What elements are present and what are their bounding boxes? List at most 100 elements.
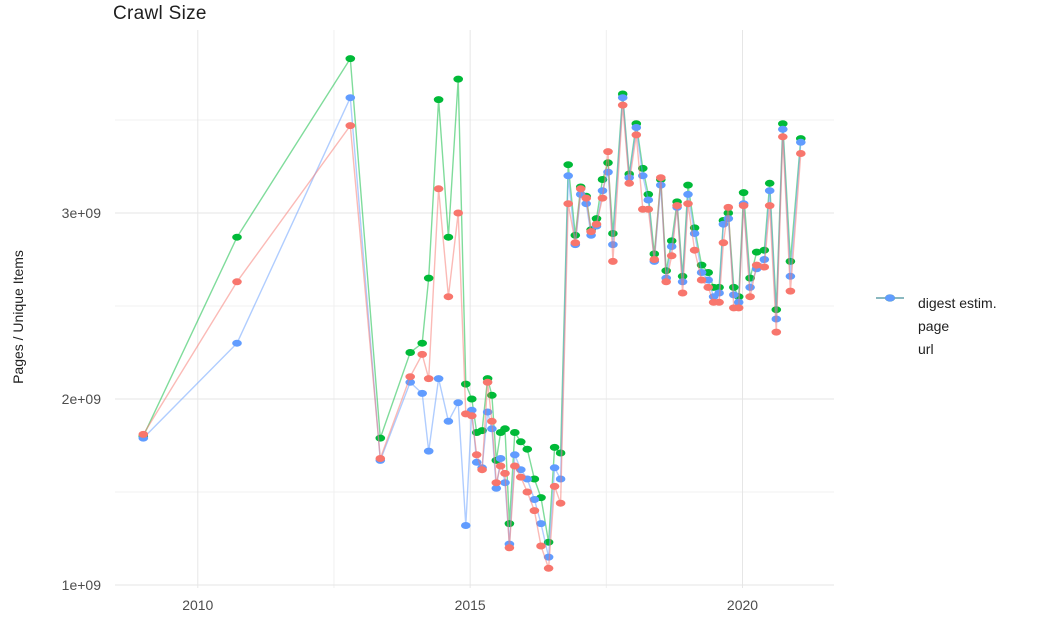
- data-point: [778, 125, 788, 133]
- series-line-digest-estim-: [142, 105, 802, 569]
- data-point: [417, 350, 428, 358]
- data-point: [345, 94, 356, 102]
- data-point: [643, 190, 654, 198]
- data-point: [661, 278, 671, 286]
- data-point: [643, 205, 654, 213]
- data-point: [586, 228, 596, 236]
- data-point: [666, 243, 677, 250]
- data-point: [738, 189, 749, 197]
- data-point: [491, 484, 502, 492]
- data-point: [764, 179, 775, 187]
- data-point: [723, 203, 734, 211]
- data-point: [536, 520, 546, 528]
- data-point: [491, 479, 502, 487]
- data-point: [417, 339, 428, 347]
- data-point: [482, 378, 493, 386]
- data-point: [759, 263, 770, 271]
- data-point: [656, 174, 666, 182]
- data-point: [608, 257, 618, 265]
- data-point: [516, 473, 526, 481]
- legend-item-url: url: [875, 294, 997, 360]
- data-point: [500, 469, 510, 477]
- data-point: [543, 564, 554, 572]
- series-line-page: [142, 56, 802, 543]
- data-point: [796, 150, 806, 157]
- data-point: [453, 75, 464, 83]
- data-point: [638, 164, 648, 172]
- data-point: [597, 187, 608, 195]
- data-point: [751, 261, 762, 269]
- data-point: [608, 241, 618, 249]
- data-point: [471, 451, 482, 459]
- data-point: [423, 375, 434, 383]
- data-point: [563, 172, 573, 180]
- data-point: [703, 276, 713, 284]
- data-point: [500, 425, 510, 433]
- data-point: [510, 462, 520, 470]
- data-point: [555, 499, 566, 507]
- data-point: [405, 349, 416, 356]
- data-point: [563, 200, 573, 208]
- legend: digest estim. page url: [875, 291, 997, 360]
- data-point: [232, 233, 242, 241]
- data-point: [563, 161, 573, 169]
- data-point: [649, 256, 660, 263]
- data-point: [345, 55, 356, 63]
- y-tick-label: 1e+09: [61, 577, 101, 594]
- legend-item-label: url: [918, 340, 934, 357]
- data-point: [703, 283, 713, 291]
- data-point: [771, 328, 782, 336]
- data-point: [417, 389, 428, 397]
- data-point: [467, 412, 477, 420]
- data-point: [549, 443, 560, 451]
- series-layer: [138, 55, 806, 572]
- data-point: [703, 269, 713, 276]
- data-point: [617, 101, 628, 109]
- data-point: [375, 434, 386, 442]
- legend-item-label: digest estim.: [918, 294, 997, 311]
- data-point: [477, 466, 487, 474]
- data-point: [504, 520, 515, 528]
- data-point: [785, 272, 796, 280]
- data-point: [510, 451, 520, 459]
- data-point: [696, 276, 707, 284]
- data-point: [529, 496, 540, 503]
- legend-key-icon: [875, 294, 905, 333]
- x-tick-label: 2020: [726, 597, 759, 613]
- data-point: [443, 233, 454, 241]
- data-point: [570, 239, 581, 247]
- data-point: [603, 148, 613, 156]
- data-point: [689, 246, 700, 254]
- data-point: [549, 482, 560, 490]
- data-point: [495, 462, 506, 470]
- data-point: [764, 187, 775, 195]
- data-point: [778, 133, 788, 141]
- x-tick-label: 2010: [182, 597, 214, 613]
- data-point: [423, 447, 434, 455]
- data-point: [375, 455, 386, 462]
- data-point: [522, 488, 533, 496]
- data-point: [672, 202, 682, 210]
- data-point: [543, 553, 554, 561]
- data-point: [631, 131, 642, 139]
- data-point: [631, 124, 642, 131]
- data-point: [529, 475, 540, 483]
- data-point: [529, 507, 540, 515]
- y-axis-title: Pages / Unique Items: [10, 250, 26, 384]
- data-point: [467, 395, 477, 403]
- data-point: [597, 194, 608, 202]
- data-point: [759, 246, 770, 254]
- data-point: [714, 298, 724, 306]
- series-line-url: [142, 94, 802, 558]
- data-point: [683, 200, 693, 208]
- data-point: [443, 417, 454, 425]
- data-point: [232, 339, 242, 347]
- data-point: [624, 179, 634, 187]
- data-point: [666, 252, 677, 260]
- data-point: [423, 274, 434, 282]
- data-point: [677, 289, 688, 297]
- legend-item-label: page: [918, 317, 950, 334]
- data-point: [575, 185, 586, 193]
